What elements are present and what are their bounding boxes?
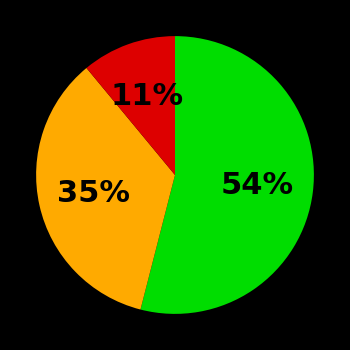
Wedge shape — [140, 36, 314, 314]
Text: 35%: 35% — [57, 179, 130, 208]
Wedge shape — [86, 36, 175, 175]
Wedge shape — [36, 68, 175, 309]
Text: 54%: 54% — [221, 171, 294, 200]
Text: 11%: 11% — [110, 82, 183, 111]
